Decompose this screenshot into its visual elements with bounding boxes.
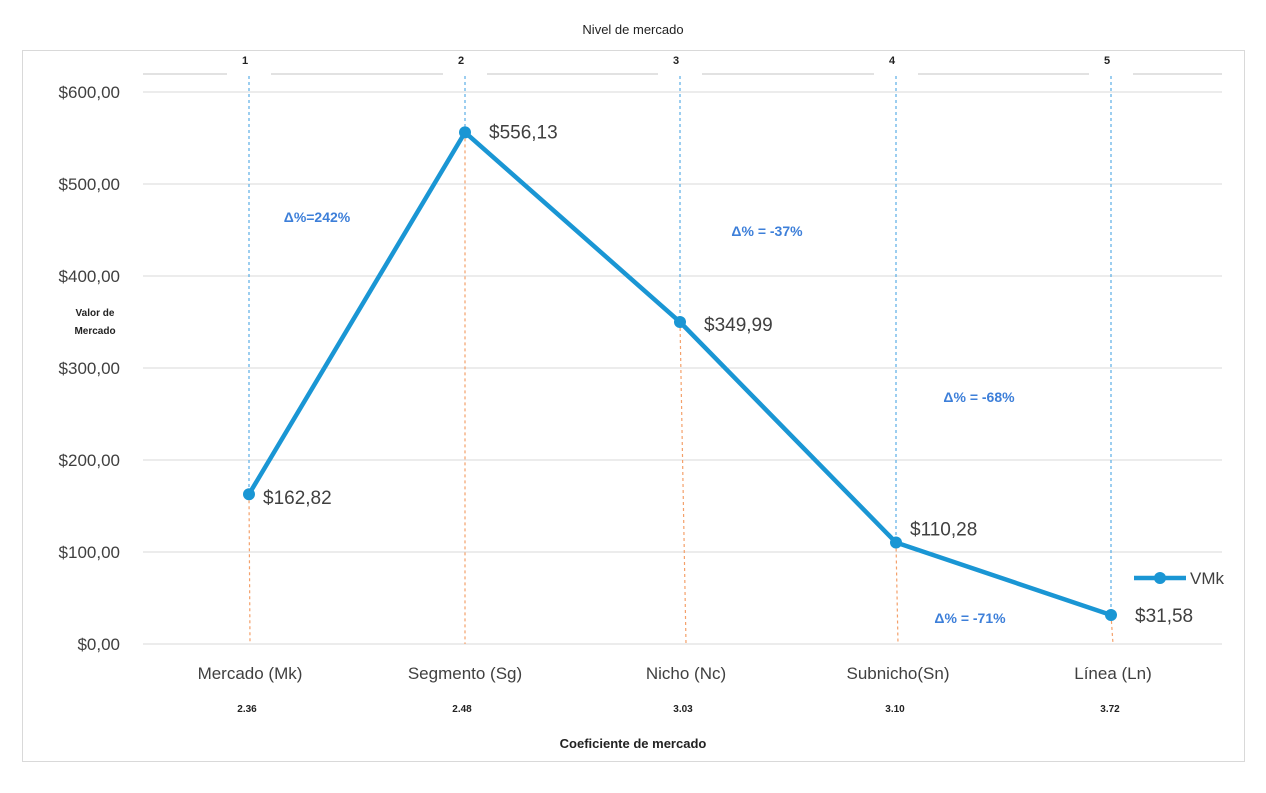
data-point <box>674 316 686 329</box>
data-point <box>1105 608 1117 621</box>
coefficient-label: 2.36 <box>237 704 257 715</box>
top-axis-tick-label: 5 <box>1104 55 1110 67</box>
delta-annotation: Δ% = -71% <box>934 610 1006 626</box>
chart-frame <box>22 50 1245 762</box>
top-axis-tick-label: 3 <box>673 55 679 67</box>
data-label: $31,58 <box>1135 606 1193 627</box>
top-axis-gap <box>1089 66 1133 82</box>
y-axis-title-line2: Mercado <box>74 326 116 337</box>
coefficient-label: 3.72 <box>1100 704 1120 715</box>
data-point <box>459 126 471 139</box>
y-axis-title: Valor de Mercado <box>60 305 130 341</box>
data-label: $162,82 <box>263 488 332 509</box>
value-guide-line <box>895 542 899 645</box>
y-tick-label: $0,00 <box>77 635 120 654</box>
y-tick-label: $400,00 <box>59 267 120 286</box>
y-tick-label: $100,00 <box>59 543 120 562</box>
data-label: $110,28 <box>910 520 977 541</box>
y-axis-title-line1: Valor de <box>75 308 115 319</box>
value-guide-line <box>1110 614 1114 645</box>
data-label: $556,13 <box>489 122 558 143</box>
x-category-label: Segmento (Sg) <box>408 664 522 683</box>
top-axis-gap <box>227 66 271 82</box>
coefficient-label: 3.03 <box>673 704 693 715</box>
top-axis-gap <box>443 66 487 82</box>
x-category-label: Nicho (Nc) <box>646 664 726 683</box>
data-label: $349,99 <box>704 315 773 336</box>
delta-annotation: Δ%=242% <box>284 209 351 225</box>
legend-label: VMk <box>1190 569 1225 588</box>
y-tick-label: $200,00 <box>59 451 120 470</box>
delta-annotation: Δ% = -37% <box>731 223 803 239</box>
top-axis-tick-label: 1 <box>242 55 248 67</box>
data-point <box>890 536 902 549</box>
top-axis-tick-label: 2 <box>458 55 464 67</box>
coefficient-label: 2.48 <box>452 704 472 715</box>
data-point <box>243 488 255 501</box>
top-axis-gap <box>874 66 918 82</box>
y-tick-label: $300,00 <box>59 359 120 378</box>
top-axis-gap <box>658 66 702 82</box>
y-tick-label: $600,00 <box>59 83 120 102</box>
x-category-label: Línea (Ln) <box>1074 664 1152 683</box>
value-guide-line <box>679 321 687 645</box>
x-axis-title: Coeficiente de mercado <box>559 736 707 751</box>
delta-annotation: Δ% = -68% <box>943 389 1015 405</box>
top-axis-title: Nivel de mercado <box>582 22 684 37</box>
value-guide-line <box>248 494 251 645</box>
y-tick-label: $500,00 <box>59 175 120 194</box>
top-axis-tick-label: 4 <box>889 55 896 67</box>
coefficient-label: 3.10 <box>885 704 905 715</box>
legend-marker <box>1154 572 1166 584</box>
x-category-label: Mercado (Mk) <box>198 664 303 683</box>
x-category-label: Subnicho(Sn) <box>846 664 949 683</box>
